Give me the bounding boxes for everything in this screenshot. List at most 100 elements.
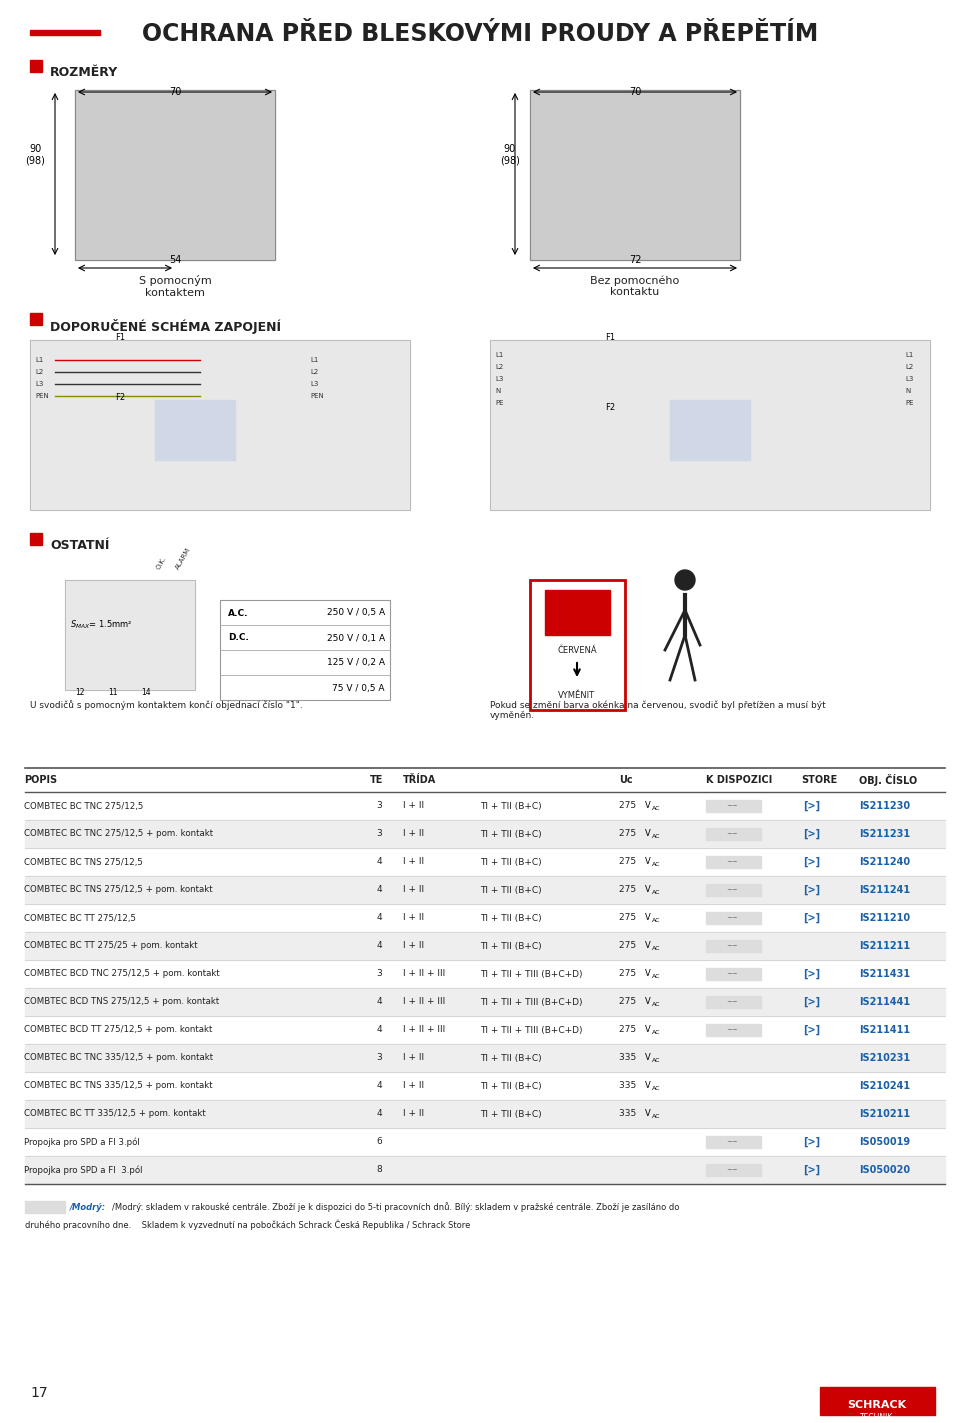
Text: ~~: ~~ xyxy=(727,859,738,865)
Text: L2: L2 xyxy=(495,364,503,370)
Text: ~~: ~~ xyxy=(727,887,738,894)
Text: ~~: ~~ xyxy=(727,831,738,837)
Text: IS211231: IS211231 xyxy=(859,830,910,840)
Text: 275: 275 xyxy=(619,1026,639,1035)
Bar xyxy=(706,857,760,868)
Text: Bez pomocného
kontaktu: Bez pomocného kontaktu xyxy=(590,275,680,297)
Text: 4: 4 xyxy=(376,942,382,951)
Text: L3: L3 xyxy=(310,381,319,387)
Text: 275: 275 xyxy=(619,885,639,895)
Text: TI + TII (B+C): TI + TII (B+C) xyxy=(480,942,541,951)
Text: VYMĚNIT: VYMĚNIT xyxy=(559,692,595,700)
Text: TI + TII + TIII (B+C+D): TI + TII + TIII (B+C+D) xyxy=(480,998,583,1006)
Text: I + II: I + II xyxy=(403,1053,424,1063)
Bar xyxy=(706,1025,760,1036)
Text: AC: AC xyxy=(652,862,660,868)
Text: PEN: PEN xyxy=(310,393,324,398)
Text: IS211431: IS211431 xyxy=(859,969,910,979)
Text: druhého pracovního dne.    Skladem k vyzvednutí na pobočkách Schrack Česká Repub: druhého pracovního dne. Skladem k vyzved… xyxy=(25,1220,470,1231)
Text: IS210241: IS210241 xyxy=(859,1081,910,1091)
Text: TECHNIK: TECHNIK xyxy=(860,1413,894,1423)
Text: F1: F1 xyxy=(115,333,125,342)
Bar xyxy=(706,828,760,840)
Text: COMBTEC BC TNC 275/12,5 + pom. kontakt: COMBTEC BC TNC 275/12,5 + pom. kontakt xyxy=(24,830,213,838)
Bar xyxy=(706,968,760,980)
Text: A.C.: A.C. xyxy=(228,609,249,618)
Text: IS050020: IS050020 xyxy=(859,1165,910,1175)
Text: 125 V / 0,2 A: 125 V / 0,2 A xyxy=(327,659,385,667)
Text: V: V xyxy=(645,885,651,895)
Text: ~~: ~~ xyxy=(727,943,738,949)
Text: [>]: [>] xyxy=(803,998,820,1007)
Text: AC: AC xyxy=(652,834,660,840)
Text: OBJ. ČÍSLO: OBJ. ČÍSLO xyxy=(859,774,918,785)
Text: ~~: ~~ xyxy=(727,1027,738,1033)
Text: 11: 11 xyxy=(108,687,118,697)
Text: 17: 17 xyxy=(30,1386,48,1400)
Circle shape xyxy=(675,571,695,591)
Text: TI + TII (B+C): TI + TII (B+C) xyxy=(480,914,541,922)
Text: [>]: [>] xyxy=(803,969,820,979)
Bar xyxy=(155,400,235,460)
Text: Uc: Uc xyxy=(619,776,633,785)
Text: COMBTEC BCD TNS 275/12,5 + pom. kontakt: COMBTEC BCD TNS 275/12,5 + pom. kontakt xyxy=(24,998,219,1006)
Text: COMBTEC BC TNS 275/12,5: COMBTEC BC TNS 275/12,5 xyxy=(24,858,143,867)
Text: COMBTEC BC TNC 335/12,5 + pom. kontakt: COMBTEC BC TNC 335/12,5 + pom. kontakt xyxy=(24,1053,213,1063)
Text: I + II: I + II xyxy=(403,801,424,811)
Text: L3: L3 xyxy=(905,376,913,381)
Bar xyxy=(670,400,750,460)
Text: I + II: I + II xyxy=(403,858,424,867)
Text: ~~: ~~ xyxy=(727,915,738,921)
Text: L1: L1 xyxy=(35,357,43,363)
Text: ALARM: ALARM xyxy=(175,546,192,571)
Text: DOPORUČENÉ SCHÉMA ZAPOJENÍ: DOPORUČENÉ SCHÉMA ZAPOJENÍ xyxy=(50,319,281,334)
Text: U svodičů s pomocným kontaktem končí objednací číslo "1".: U svodičů s pomocným kontaktem končí obj… xyxy=(30,700,302,710)
Text: 90
(98): 90 (98) xyxy=(500,144,520,166)
Text: ~~: ~~ xyxy=(727,970,738,978)
Text: 3: 3 xyxy=(376,1053,382,1063)
Bar xyxy=(706,941,760,952)
Text: S pomocným
kontaktem: S pomocným kontaktem xyxy=(138,275,211,297)
Text: [>]: [>] xyxy=(803,857,820,867)
Bar xyxy=(706,884,760,896)
Bar xyxy=(220,601,390,700)
Text: N: N xyxy=(905,388,910,394)
Text: ~~: ~~ xyxy=(727,999,738,1005)
Text: L1: L1 xyxy=(310,357,319,363)
Text: 72: 72 xyxy=(629,255,641,265)
Bar xyxy=(530,90,740,260)
Bar xyxy=(706,996,760,1007)
Bar xyxy=(30,313,42,324)
Bar xyxy=(25,1155,945,1184)
Text: L2: L2 xyxy=(905,364,913,370)
Text: 12: 12 xyxy=(75,687,84,697)
Text: COMBTEC BC TNS 275/12,5 + pom. kontakt: COMBTEC BC TNS 275/12,5 + pom. kontakt xyxy=(24,885,212,895)
Text: ČERVENÁ: ČERVENÁ xyxy=(557,646,597,655)
Text: I + II: I + II xyxy=(403,1110,424,1118)
Bar xyxy=(75,90,275,260)
Text: AC: AC xyxy=(652,918,660,924)
Text: 54: 54 xyxy=(169,255,181,265)
Text: F2: F2 xyxy=(115,393,125,403)
Text: 275: 275 xyxy=(619,830,639,838)
Bar xyxy=(65,581,195,690)
Text: COMBTEC BC TNC 275/12,5: COMBTEC BC TNC 275/12,5 xyxy=(24,801,143,811)
Text: L2: L2 xyxy=(310,369,319,376)
Text: 4: 4 xyxy=(376,998,382,1006)
Text: V: V xyxy=(645,914,651,922)
Bar xyxy=(25,1044,945,1072)
Text: AC: AC xyxy=(652,1059,660,1063)
Text: V: V xyxy=(645,969,651,979)
Text: AC: AC xyxy=(652,891,660,895)
Text: OCHRANA PŘED BLESKOVÝMI PROUDY A PŘEPĚTÍM: OCHRANA PŘED BLESKOVÝMI PROUDY A PŘEPĚTÍ… xyxy=(142,21,818,46)
Text: IS211210: IS211210 xyxy=(859,914,910,924)
Bar xyxy=(530,581,625,710)
Text: TI + TII (B+C): TI + TII (B+C) xyxy=(480,885,541,895)
Text: [>]: [>] xyxy=(803,801,820,811)
Text: 4: 4 xyxy=(376,1026,382,1035)
Text: /Modrý: skladem v rakouské centrále. Zboží je k dispozici do 5-ti pracovních dnů: /Modrý: skladem v rakouské centrále. Zbo… xyxy=(112,1202,680,1212)
Bar xyxy=(706,1136,760,1148)
Text: TI + TII (B+C): TI + TII (B+C) xyxy=(480,801,541,811)
Text: TI + TII + TIII (B+C+D): TI + TII + TIII (B+C+D) xyxy=(480,969,583,979)
Text: Propojka pro SPD a FI  3.pól: Propojka pro SPD a FI 3.pól xyxy=(24,1165,142,1175)
